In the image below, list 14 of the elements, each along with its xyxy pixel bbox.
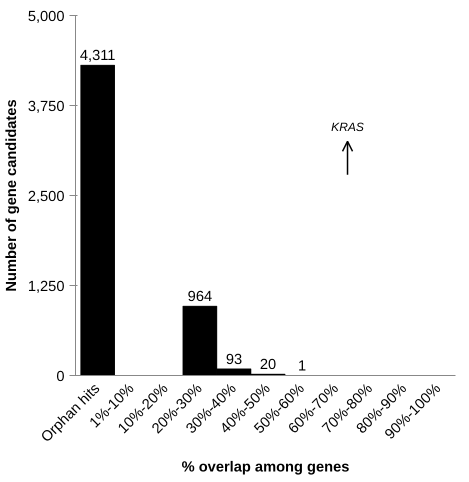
- y-axis-title: Number of gene candidates: [4, 99, 20, 292]
- data-label: 93: [226, 352, 242, 368]
- y-tick-label: 3,750: [28, 99, 65, 115]
- data-label: 1: [298, 358, 306, 374]
- data-label: 964: [188, 289, 212, 306]
- data-label: 4,311: [80, 48, 116, 64]
- y-tick-label: 0: [56, 369, 65, 385]
- x-axis-title: % overlap among genes: [182, 459, 350, 476]
- y-tick-label: 5,000: [28, 9, 65, 25]
- bar: [80, 64, 115, 376]
- annotation: KRAS: [331, 120, 364, 134]
- data-label: 20: [260, 357, 276, 374]
- y-tick-label: 2,500: [28, 189, 65, 205]
- y-tick-label: 1,250: [28, 279, 65, 295]
